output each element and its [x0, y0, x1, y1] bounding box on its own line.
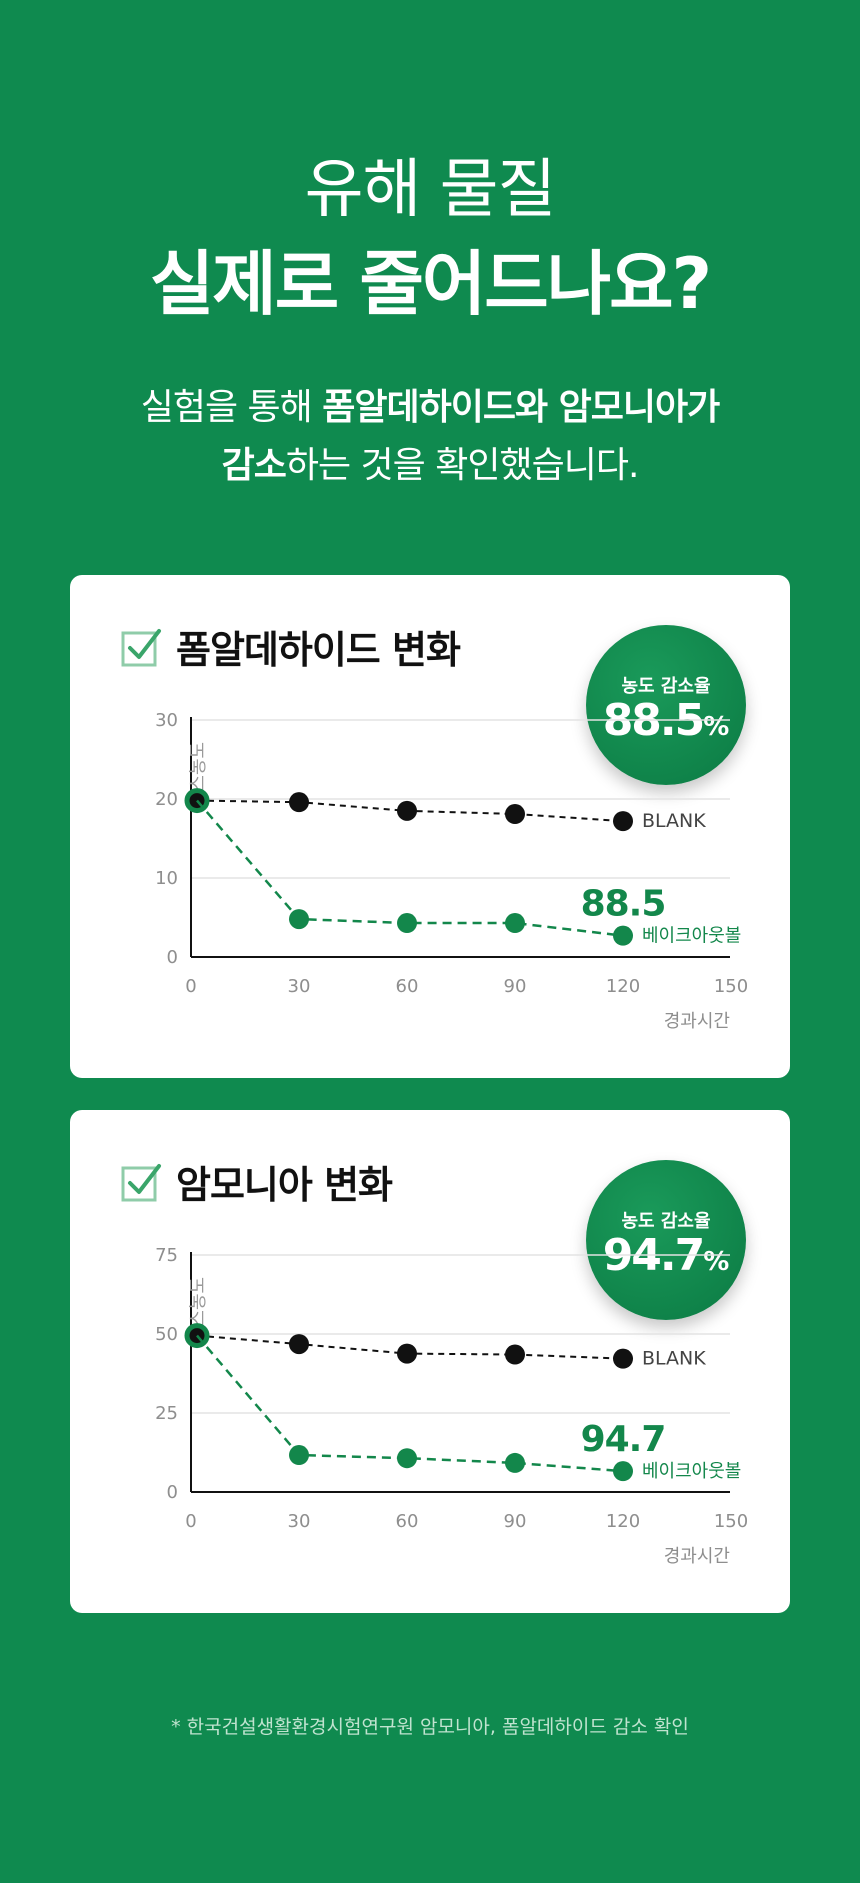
x-tick-label: 120 [606, 1511, 640, 1532]
x-axis-label: 경과시간 [664, 1011, 730, 1032]
data-point [505, 804, 525, 825]
data-point [613, 925, 633, 946]
card-title-text: 폼알데하이드 변화 [176, 628, 461, 672]
y-tick-label: 30 [155, 710, 178, 731]
data-point [613, 1461, 633, 1482]
x-tick-label: 0 [185, 1511, 196, 1532]
subtitle-text: 실험을 통해 [140, 387, 323, 428]
subtitle-highlight: 감소 [221, 445, 287, 486]
y-tick-label: 50 [155, 1324, 178, 1345]
subtitle-line1: 실험을 통해 폼알데하이드와 암모니아가 [0, 378, 860, 430]
card-title: 암모니아 변화 [120, 1154, 393, 1209]
badge-label: 농도 감소율 [621, 676, 711, 697]
headline-line1: 유해 물질 [304, 153, 557, 227]
subtitle-text: 하는 것을 확인했습니다. [285, 445, 640, 486]
x-tick-label: 90 [504, 1511, 527, 1532]
x-tick-label: 0 [185, 976, 196, 997]
series-line [196, 1334, 624, 1473]
y-tick-label: 20 [155, 789, 178, 810]
y-tick-label: 10 [155, 868, 178, 889]
data-point [505, 1452, 525, 1473]
badge-label: 농도 감소율 [621, 1211, 711, 1232]
subtitle-line2: 감소하는 것을 확인했습니다. [0, 436, 860, 488]
data-point [184, 1323, 210, 1349]
x-tick-label: 30 [288, 1511, 311, 1532]
data-point [289, 1334, 309, 1355]
x-axis-label: 경과시간 [664, 1546, 730, 1567]
x-tick-label: 150 [714, 1511, 748, 1532]
series-line [196, 799, 624, 937]
data-point [505, 913, 525, 934]
subtitle-highlight: 폼알데하이드와 암모니아가 [322, 387, 720, 428]
highlight-value-label: 94.7 [581, 1419, 666, 1460]
data-point [397, 1448, 417, 1469]
series-end-label: 베이크아웃볼 [642, 926, 741, 947]
footnote: * 한국건설생활환경시험연구원 암모니아, 폼알데하이드 감소 확인 [171, 1716, 689, 1738]
x-tick-label: 60 [396, 1511, 419, 1532]
data-point [613, 811, 633, 832]
chart-card-ammonia: 암모니아 변화 농도 감소율 94.7% 0 25 50 75 0 30 60 90 120 15… [70, 1110, 790, 1613]
x-tick-label: 90 [504, 976, 527, 997]
data-point [505, 1344, 525, 1365]
reduction-rate-badge: 농도 감소율 94.7% [586, 1160, 746, 1320]
x-tick-label: 120 [606, 976, 640, 997]
data-point [289, 909, 309, 930]
y-tick-label: 25 [155, 1403, 178, 1424]
checkbox-checked-icon [121, 1163, 161, 1201]
y-tick-label: 0 [167, 1482, 178, 1503]
data-point [397, 800, 417, 821]
y-tick-label: 0 [167, 947, 178, 968]
card-title: 폼알데하이드 변화 [120, 619, 461, 674]
series-end-label: BLANK [642, 810, 706, 832]
highlight-value-label: 88.5 [581, 884, 666, 925]
series-end-label: BLANK [642, 1348, 706, 1370]
headline-line2: 실제로 줄어드나요? [149, 243, 712, 325]
card-title-text: 암모니아 변화 [176, 1163, 393, 1207]
data-point [289, 1445, 309, 1466]
data-point [613, 1348, 633, 1369]
x-tick-label: 150 [714, 976, 748, 997]
x-tick-label: 60 [396, 976, 419, 997]
checkbox-checked-icon [121, 628, 161, 666]
data-point [397, 913, 417, 934]
y-tick-label: 75 [155, 1245, 178, 1266]
x-tick-label: 30 [288, 976, 311, 997]
series-end-label: 베이크아웃볼 [642, 1461, 741, 1482]
data-point [397, 1343, 417, 1364]
chart-card-formaldehyde: 폼알데하이드 변화 농도 감소율 88.5% 0 10 20 30 0 30 60 90 120… [70, 575, 790, 1078]
data-point [289, 792, 309, 813]
